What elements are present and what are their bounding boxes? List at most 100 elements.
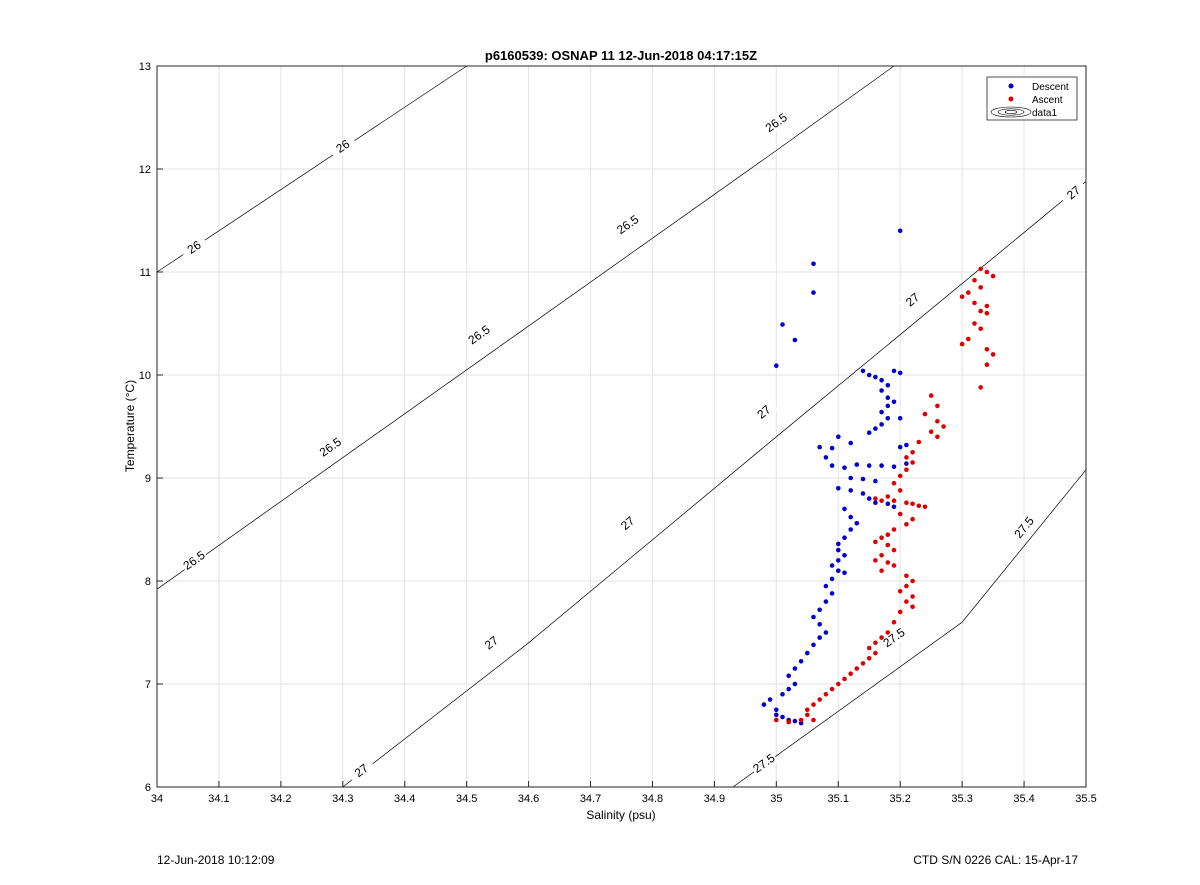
point-ascent [873, 496, 878, 501]
point-ascent [829, 686, 835, 692]
point-ascent [879, 635, 884, 640]
point-descent [897, 416, 903, 421]
point-ascent [978, 266, 983, 272]
point-ascent [990, 352, 996, 357]
x-tick-label: 34.5 [456, 793, 477, 805]
point-descent [823, 583, 829, 589]
point-ascent [854, 666, 860, 671]
point-descent [885, 501, 891, 507]
point-descent [860, 368, 866, 374]
point-descent [879, 377, 884, 383]
point-descent [761, 702, 767, 707]
point-ascent [891, 547, 897, 553]
point-ascent [866, 645, 872, 651]
point-ascent [984, 269, 990, 275]
axes-box [156, 65, 1087, 788]
point-descent [823, 599, 829, 604]
x-tick-label: 35.3 [951, 793, 972, 805]
point-descent [842, 506, 847, 512]
point-descent [811, 290, 816, 295]
point-ascent [910, 578, 915, 584]
point-descent [904, 461, 909, 466]
point-ascent [978, 285, 983, 290]
point-ascent [972, 321, 977, 326]
point-descent [780, 714, 785, 720]
point-descent [891, 464, 897, 470]
point-ascent [873, 539, 878, 545]
point-ascent [897, 589, 903, 594]
point-ascent [910, 501, 915, 507]
point-ascent [990, 273, 996, 279]
point-ascent [860, 661, 866, 666]
point-ascent [885, 560, 891, 565]
point-ascent [928, 393, 934, 398]
plot-area [157, 66, 1086, 787]
point-descent [879, 388, 884, 393]
point-descent [817, 444, 822, 450]
contour-label-bg [315, 433, 346, 461]
point-ascent [873, 650, 878, 656]
point-ascent [866, 656, 872, 661]
point-ascent [910, 516, 915, 522]
point-descent [879, 409, 884, 415]
point-descent [873, 426, 878, 431]
point-ascent [823, 692, 829, 697]
point-ascent [873, 558, 878, 563]
point-ascent [959, 294, 965, 300]
point-ascent [848, 671, 853, 676]
y-tick-label: 12 [139, 164, 151, 176]
point-ascent [817, 697, 822, 702]
point-descent [792, 666, 798, 671]
point-ascent [811, 717, 816, 723]
x-axis-label: Salinity (psu) [586, 808, 655, 822]
point-ascent [984, 310, 990, 316]
point-ascent [885, 542, 891, 548]
point-descent [774, 363, 779, 369]
point-descent [842, 553, 847, 558]
y-tick-label: 10 [139, 370, 151, 382]
contour-line-26 [156, 65, 467, 273]
x-tick-label: 35.5 [1075, 793, 1096, 805]
y-axis-label: Temperature (°C) [123, 380, 137, 472]
point-descent [792, 337, 798, 343]
contour-label-bg [179, 547, 209, 574]
point-ascent [984, 362, 990, 368]
point-descent [774, 712, 779, 718]
point-descent [767, 697, 773, 702]
point-descent [836, 486, 841, 491]
point-ascent [897, 609, 903, 615]
point-descent [829, 563, 835, 568]
point-ascent [904, 467, 909, 473]
point-ascent [842, 676, 847, 682]
point-ascent [935, 419, 940, 424]
contour-label-bg [1010, 512, 1038, 542]
y-axis-ticks: 6 7 8 9 10 11 12 13 [139, 61, 163, 794]
point-ascent [904, 522, 909, 527]
y-tick-label: 11 [140, 267, 151, 279]
point-ascent [774, 717, 779, 723]
point-descent [873, 500, 878, 506]
y-tick-label: 7 [145, 679, 151, 691]
point-ascent [885, 532, 891, 537]
legend-marker-descent [1008, 83, 1014, 89]
point-ascent [922, 504, 928, 510]
point-descent [817, 622, 822, 627]
point-ascent [910, 594, 915, 599]
point-descent [842, 535, 847, 540]
point-descent [836, 558, 841, 563]
point-ascent [885, 630, 891, 635]
point-descent [780, 322, 785, 327]
point-ascent [916, 503, 922, 509]
chart-title: p6160539: OSNAP 11 12-Jun-2018 04:17:15Z [485, 48, 757, 63]
point-ascent [928, 429, 934, 435]
point-descent [817, 635, 822, 640]
point-ascent [811, 702, 816, 707]
point-descent [780, 692, 785, 697]
point-descent [866, 430, 872, 436]
point-ascent [904, 573, 909, 579]
point-ascent [805, 712, 810, 718]
point-ascent [978, 326, 983, 332]
legend-marker-ascent [1008, 96, 1014, 102]
point-descent [866, 496, 872, 501]
